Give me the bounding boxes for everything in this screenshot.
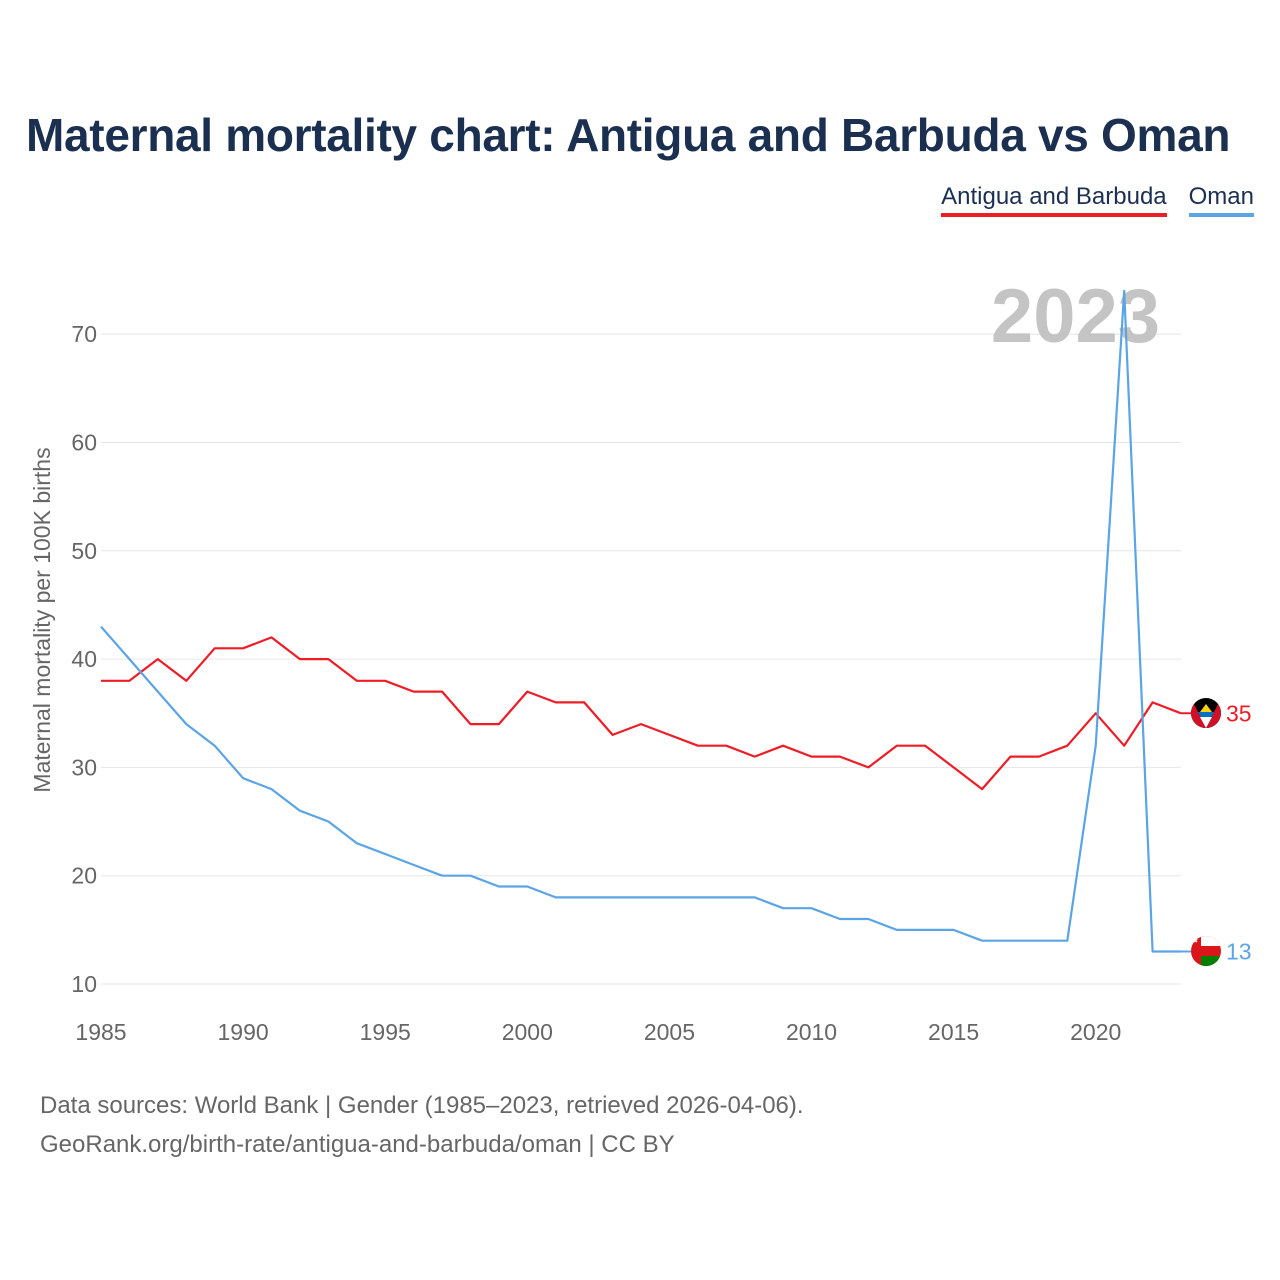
legend: Antigua and Barbuda Oman [941,183,1254,217]
y-tick-label: 10 [71,971,97,997]
x-tick-label: 2005 [644,1019,695,1045]
series-lines [100,289,1182,953]
x-tick-label: 2010 [786,1019,837,1045]
grid-lines [101,333,1181,985]
x-tick-label: 1995 [360,1019,411,1045]
y-tick-label: 40 [71,646,97,672]
legend-item-antigua-and-barbuda[interactable]: Antigua and Barbuda [941,183,1167,217]
y-tick-label: 30 [71,754,97,780]
chart-title: Maternal mortality chart: Antigua and Ba… [26,109,1231,161]
x-tick-label: 2000 [502,1019,553,1045]
series-line-oman[interactable] [100,289,1181,953]
legend-item-oman[interactable]: Oman [1188,183,1254,217]
x-tick-label: 1985 [75,1019,126,1045]
y-tick-label: 70 [71,321,97,347]
series-line-antigua-and-barbuda[interactable] [101,636,1182,791]
x-tick-label: 1990 [218,1019,269,1045]
y-axis-label: Maternal mortality per 100K births [29,447,55,792]
x-axis-ticks: 1985 1990 1995 2000 2005 2010 2015 2020 [75,1019,1121,1045]
y-tick-label: 20 [71,863,97,889]
antigua-and-barbuda-flag-icon [1191,698,1221,728]
footer: Data sources: World Bank | Gender (1985–… [40,1086,804,1164]
y-tick-label: 50 [71,538,97,564]
oman-flag-icon [1191,936,1221,966]
end-value-labels: 35 13 [1181,700,1252,965]
data-source-text: Data sources: World Bank | Gender (1985–… [40,1092,804,1119]
end-label-oman: 13 [1226,939,1252,965]
y-axis-ticks: 10 20 30 40 50 60 70 [71,321,97,997]
end-label-antigua-and-barbuda: 35 [1226,700,1252,726]
x-tick-label: 2015 [928,1019,979,1045]
source-url-text: GeoRank.org/birth-rate/antigua-and-barbu… [40,1131,675,1158]
year-watermark: 2023 [991,274,1160,359]
y-tick-label: 60 [71,430,97,456]
x-tick-label: 2020 [1070,1019,1121,1045]
